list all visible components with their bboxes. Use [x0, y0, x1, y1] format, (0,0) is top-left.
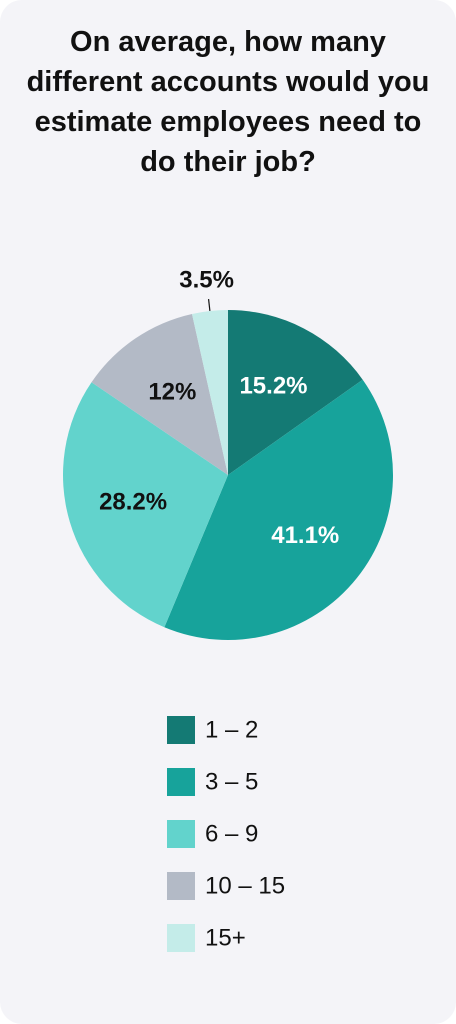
- pie-slice: [164, 379, 393, 641]
- pie-slice: [192, 310, 228, 475]
- data-label: 15.2%: [239, 372, 307, 399]
- pie-slice: [62, 382, 228, 628]
- legend-label: 6 – 9: [205, 820, 258, 847]
- legend-label: 10 – 15: [205, 872, 285, 899]
- pie-slice: [228, 310, 363, 475]
- leader-line: [207, 299, 211, 312]
- data-label: 28.2%: [99, 489, 167, 516]
- data-label: 41.1%: [271, 522, 339, 549]
- legend-label: 1 – 2: [205, 716, 258, 743]
- legend-label: 3 – 5: [205, 768, 258, 795]
- chart-title: On average, how many different accounts …: [26, 26, 430, 178]
- legend-swatch: [167, 924, 195, 952]
- legend-swatch: [167, 820, 195, 848]
- data-label: 12%: [148, 378, 196, 405]
- data-label: 3.5%: [179, 267, 234, 294]
- legend-swatch: [167, 716, 195, 744]
- legend-swatch: [167, 872, 195, 900]
- legend-swatch: [167, 768, 195, 796]
- legend-label: 15+: [205, 924, 246, 951]
- pie-slice: [91, 313, 228, 475]
